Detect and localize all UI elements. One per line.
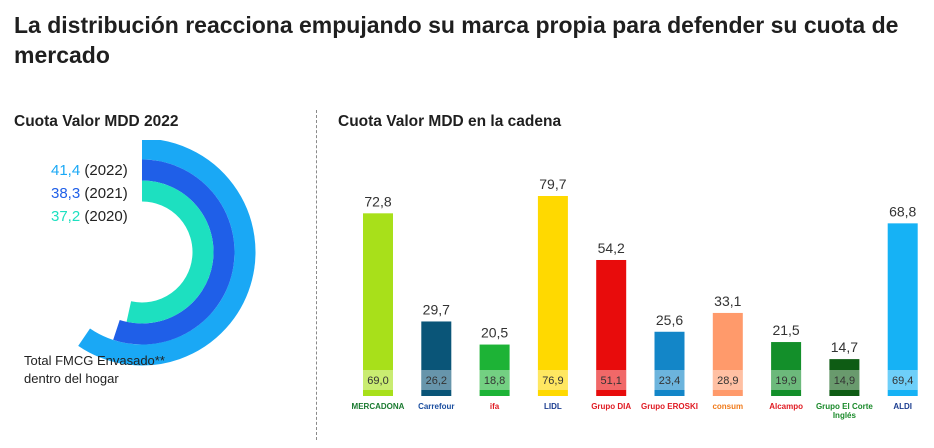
year-2020: (2020): [84, 208, 128, 225]
inner-band-5: [596, 370, 627, 390]
value-label-6: 25,6: [656, 312, 683, 328]
share-arcs-chart: [78, 140, 256, 366]
logo-5: Grupo DIA: [591, 402, 632, 411]
inner-band-1: [363, 370, 393, 390]
logo-10: ALDI: [893, 402, 913, 411]
inner-label-5: 51,1: [600, 375, 621, 387]
left-panel-title: Cuota Valor MDD 2022: [14, 113, 179, 130]
inner-label-6: 23,4: [659, 375, 680, 387]
bar-3: [479, 344, 510, 396]
inner-label-7: 28,9: [717, 375, 738, 387]
chain-bar-chart: 69,0 72,8 26,2 29,7 18,8 20,5 76,9 79,7 51,1 54,2…: [363, 176, 918, 396]
bar-5: [596, 259, 627, 396]
legend-row-2021: 38,3 (2021): [51, 185, 128, 203]
inner-band-10: [887, 370, 918, 390]
arc-2021: [113, 159, 235, 345]
inner-label-9: 14,9: [834, 375, 855, 387]
bar-2: [421, 321, 452, 396]
inner-band-9: [829, 370, 860, 390]
inner-label-8: 19,9: [775, 375, 796, 387]
value-label-1: 72,8: [364, 193, 391, 209]
inner-label-2: 26,2: [426, 375, 447, 387]
value-2022: 41,4: [51, 162, 81, 179]
inner-band-2: [421, 370, 452, 390]
value-label-5: 54,2: [598, 240, 625, 256]
value-label-7: 33,1: [714, 293, 741, 309]
page-title: La distribución reacciona empujando su m…: [14, 12, 899, 68]
inner-label-1: 69,0: [367, 375, 388, 387]
inner-label-10: 69,4: [892, 375, 913, 387]
bar-1: [363, 213, 393, 396]
bar-8: [771, 342, 802, 396]
footnote-line-1: Total FMCG Envasado**: [24, 353, 165, 368]
logo-9: Grupo El Corte Inglés: [815, 402, 873, 420]
panel-divider: [316, 110, 317, 440]
inner-band-6: [654, 370, 685, 390]
value-label-10: 68,8: [889, 203, 916, 219]
inner-label-3: 18,8: [484, 375, 505, 387]
left-footnote: Total FMCG Envasado** dentro del hogar: [24, 352, 165, 388]
footnote-line-2: dentro del hogar: [24, 371, 119, 386]
value-label-8: 21,5: [772, 322, 799, 338]
inner-band-3: [479, 370, 510, 390]
value-2021: 38,3: [51, 185, 81, 202]
year-2022: (2022): [84, 162, 128, 179]
value-label-2: 29,7: [423, 301, 450, 317]
value-2020: 37,2: [51, 208, 81, 225]
arc-2020: [126, 180, 214, 324]
legend-row-2022: 41,4 (2022): [51, 162, 128, 180]
legend-row-2020: 37,2 (2020): [51, 208, 128, 226]
logo-1: MERCADONA: [351, 402, 405, 411]
logo-4: LIDL: [544, 402, 562, 411]
value-label-4: 79,7: [539, 176, 566, 192]
value-label-9: 14,7: [831, 339, 858, 355]
bar-7: [712, 312, 743, 396]
right-panel-title: Cuota Valor MDD en la cadena: [338, 113, 562, 130]
bar-4: [537, 196, 568, 396]
logo-8: Alcampo: [769, 402, 803, 411]
logo-6: Grupo EROSKI: [641, 402, 698, 411]
logo-7: consum: [712, 402, 744, 411]
inner-band-8: [771, 370, 802, 390]
bar-9: [829, 359, 860, 396]
year-2021: (2021): [84, 185, 128, 202]
bar-6: [654, 331, 685, 396]
inner-label-4: 76,9: [542, 375, 563, 387]
inner-band-7: [712, 370, 743, 390]
inner-band-4: [537, 370, 568, 390]
arc-2022: [78, 140, 256, 366]
logo-3: ifa: [489, 402, 500, 411]
value-label-3: 20,5: [481, 325, 508, 341]
bar-10: [887, 223, 918, 396]
logo-2: Carrefour: [418, 402, 455, 411]
